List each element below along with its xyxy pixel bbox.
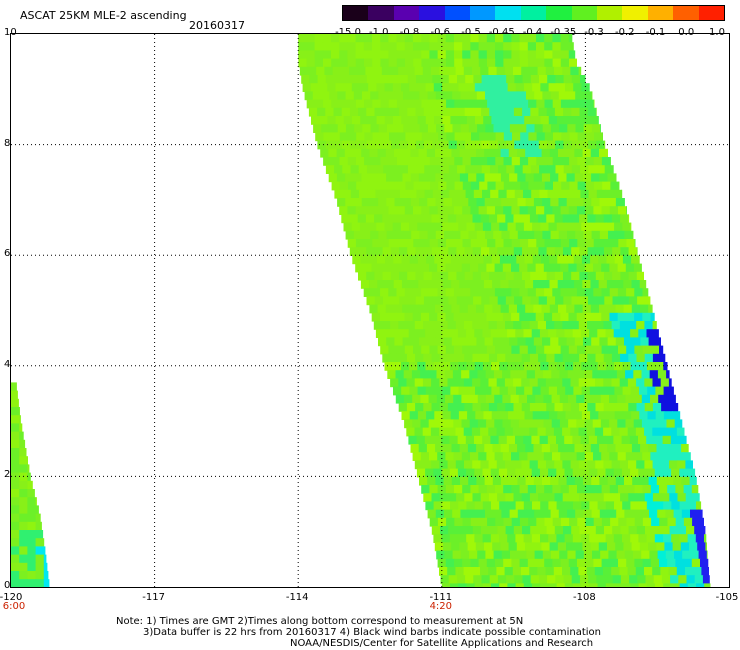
colorbar-segment: [470, 6, 496, 20]
y-tick-label: 2: [4, 469, 11, 481]
colorbar: [342, 5, 725, 21]
colorbar-segment: [546, 6, 572, 20]
colorbar-segment: [571, 6, 598, 20]
colorbar-segment: [368, 6, 394, 20]
grid-lines: [11, 34, 729, 587]
colorbar-label: -0.45: [488, 27, 515, 38]
colorbar-label: -0.35: [550, 27, 577, 38]
colorbar-segment: [343, 6, 369, 20]
y-tick-label: 8: [4, 137, 11, 149]
colorbar-segment: [673, 6, 699, 20]
colorbar-label: -0.1: [645, 27, 666, 38]
y-tick-label: 6: [4, 248, 11, 260]
colorbar-label: -1.0: [368, 27, 389, 38]
x-tick-label: -117: [142, 592, 165, 603]
swath-main: [298, 34, 711, 587]
note-line-2: 3)Data buffer is 22 hrs from 20160317 4)…: [143, 627, 601, 638]
x-tick-label: -120: [0, 592, 23, 603]
colorbar-label: 0.0: [678, 27, 695, 38]
colorbar-label: -0.4: [522, 27, 543, 38]
map-plot-area: [10, 33, 730, 588]
colorbar-segment: [622, 6, 648, 20]
time-label: 6:00: [2, 601, 26, 612]
colorbar-segment: [495, 6, 521, 20]
colorbar-label: -15.0: [335, 27, 361, 38]
x-tick-label: -114: [285, 592, 309, 603]
colorbar-label: -0.5: [461, 27, 481, 38]
x-tick-label: -111: [429, 592, 453, 603]
x-tick-label: -105: [715, 592, 739, 603]
note-line-1: Note: 1) Times are GMT 2)Times along bot…: [116, 616, 524, 627]
time-label: 4:20: [429, 601, 453, 612]
y-tick-label: 4: [4, 358, 11, 370]
colorbar-segment: [520, 6, 547, 20]
colorbar-label: -0.2: [614, 27, 635, 38]
colorbar-segment: [419, 6, 445, 20]
colorbar-segment: [393, 6, 420, 20]
map-date: 20160317: [189, 19, 245, 32]
colorbar-label: -0.6: [430, 27, 451, 38]
colorbar-label: -0.8: [399, 27, 420, 38]
swath-left: [11, 382, 50, 587]
colorbar-label: -0.3: [584, 27, 604, 38]
y-tick-label: 0: [4, 580, 11, 591]
colorbar-segment: [444, 6, 471, 20]
colorbar-label: 1.0: [709, 27, 725, 38]
colorbar-segment: [647, 6, 674, 20]
map-title: ASCAT 25KM MLE-2 ascending: [20, 9, 187, 22]
map-svg: [11, 34, 729, 587]
note-line-3: NOAA/NESDIS/Center for Satellite Applica…: [290, 638, 594, 649]
colorbar-segment: [597, 6, 623, 20]
y-tick-label: 10: [4, 27, 17, 38]
colorbar-segment: [698, 6, 725, 20]
x-tick-label: -108: [573, 592, 596, 603]
